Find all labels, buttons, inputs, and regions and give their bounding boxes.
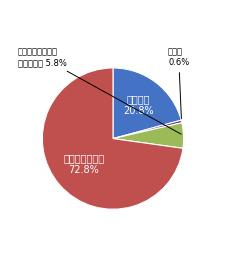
Wedge shape	[112, 68, 180, 138]
Wedge shape	[42, 68, 182, 209]
Wedge shape	[112, 120, 181, 138]
Text: 確認した
20.8%: 確認した 20.8%	[123, 94, 153, 116]
Text: 無回答
0.6%: 無回答 0.6%	[167, 48, 189, 119]
Text: 確認していない
72.8%: 確認していない 72.8%	[63, 153, 104, 175]
Text: 確認したかどうか
分からない 5.8%: 確認したかどうか 分からない 5.8%	[18, 48, 180, 134]
Wedge shape	[112, 123, 183, 148]
